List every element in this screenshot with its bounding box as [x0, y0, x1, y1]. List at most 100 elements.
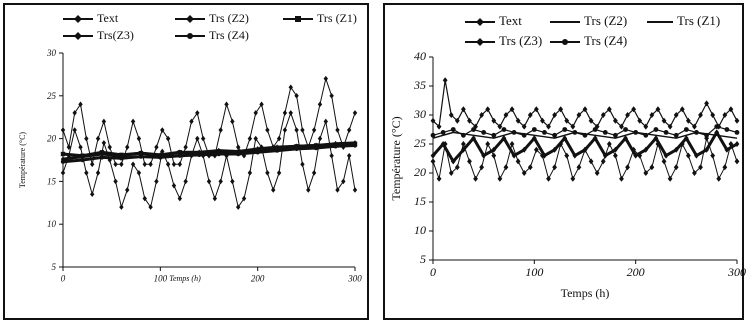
- data-point: [274, 144, 280, 150]
- data-point: [177, 153, 182, 158]
- data-point: [346, 127, 352, 133]
- data-point: [60, 151, 66, 157]
- data-point: [259, 101, 264, 108]
- data-point: [253, 110, 258, 116]
- y-axis-label: Température (°C): [389, 116, 403, 200]
- x-tick-label: 0: [61, 274, 66, 284]
- data-point: [653, 135, 659, 142]
- data-point: [531, 135, 537, 142]
- data-point: [619, 123, 624, 130]
- data-point: [84, 170, 89, 176]
- y-tick-label: 15: [47, 176, 57, 186]
- data-point: [531, 127, 537, 132]
- data-point: [473, 175, 478, 182]
- data-point: [582, 106, 588, 113]
- data-point: [265, 170, 270, 176]
- data-point: [282, 110, 288, 116]
- y-tick-label: 10: [414, 223, 426, 237]
- data-point: [60, 127, 66, 133]
- data-point: [165, 161, 171, 168]
- data-point: [582, 146, 588, 153]
- data-point: [300, 127, 305, 133]
- legend-label: Text: [499, 13, 522, 28]
- y-tick-label: 30: [46, 48, 57, 58]
- data-point: [430, 132, 436, 138]
- data-point: [572, 130, 578, 135]
- data-point: [637, 117, 643, 124]
- data-point: [294, 146, 299, 152]
- data-point: [588, 117, 594, 124]
- data-point: [527, 164, 533, 171]
- data-point: [694, 152, 699, 159]
- data-point: [588, 158, 594, 165]
- data-point: [661, 158, 667, 165]
- data-point: [570, 123, 576, 130]
- data-point: [673, 146, 679, 153]
- data-point: [570, 175, 576, 182]
- data-point: [461, 141, 466, 147]
- data-point: [479, 112, 485, 118]
- data-point: [265, 127, 270, 133]
- data-point: [430, 158, 436, 165]
- data-point: [546, 175, 551, 182]
- data-point: [698, 112, 703, 118]
- data-point: [80, 153, 85, 160]
- data-point: [685, 152, 691, 159]
- data-point: [142, 195, 147, 202]
- data-point: [564, 117, 570, 124]
- data-point: [515, 158, 521, 165]
- data-point: [485, 106, 491, 113]
- data-point: [572, 152, 578, 159]
- data-point: [613, 132, 618, 138]
- y-tick-label: 5: [52, 262, 57, 272]
- data-point: [592, 127, 598, 132]
- legend-line-icon: [465, 38, 495, 47]
- series-line-3: [62, 141, 356, 161]
- data-point: [95, 170, 101, 176]
- data-point: [160, 127, 165, 133]
- data-point: [704, 146, 709, 153]
- data-point: [84, 135, 89, 142]
- data-point: [471, 127, 476, 132]
- data-point: [511, 130, 517, 135]
- data-point: [501, 127, 507, 132]
- legend-label: Trs(Z3): [97, 28, 134, 42]
- data-point: [442, 77, 448, 84]
- data-point: [329, 152, 334, 159]
- data-point: [679, 106, 685, 113]
- data-point: [119, 204, 124, 210]
- data-point: [481, 130, 487, 135]
- data-point: [113, 178, 118, 185]
- left-legend-item-z1: Trs (Z1): [283, 11, 357, 26]
- legend-line-icon: [550, 39, 580, 46]
- data-point: [521, 123, 527, 130]
- right-legend-item-z1: Trs (Z1): [647, 13, 720, 29]
- series-line-0: [62, 111, 356, 209]
- data-point: [592, 135, 598, 142]
- data-point: [78, 144, 83, 150]
- right-legend-item-text: Text: [465, 13, 522, 29]
- data-point: [236, 144, 241, 150]
- x-tick-label: 200: [627, 265, 645, 279]
- data-point: [623, 135, 628, 142]
- data-point: [255, 150, 260, 155]
- data-point: [60, 170, 66, 176]
- data-point: [148, 204, 153, 210]
- data-point: [491, 146, 497, 153]
- data-point: [558, 106, 564, 113]
- data-point: [436, 175, 442, 182]
- data-point: [313, 145, 319, 151]
- data-point: [491, 132, 497, 138]
- data-point: [440, 130, 446, 135]
- data-point: [189, 118, 194, 125]
- data-point: [101, 140, 107, 146]
- data-point: [125, 187, 130, 193]
- data-point: [467, 158, 472, 165]
- data-point: [649, 112, 655, 118]
- left-chart-panel: Text Trs (Z2) Trs (Z1) Trs(Z3) Trs (Z4) …: [3, 3, 369, 320]
- left-legend-item-z3: Trs(Z3): [63, 28, 134, 43]
- data-point: [101, 118, 107, 125]
- data-point: [60, 156, 66, 162]
- data-point: [461, 132, 466, 138]
- data-point: [99, 155, 105, 160]
